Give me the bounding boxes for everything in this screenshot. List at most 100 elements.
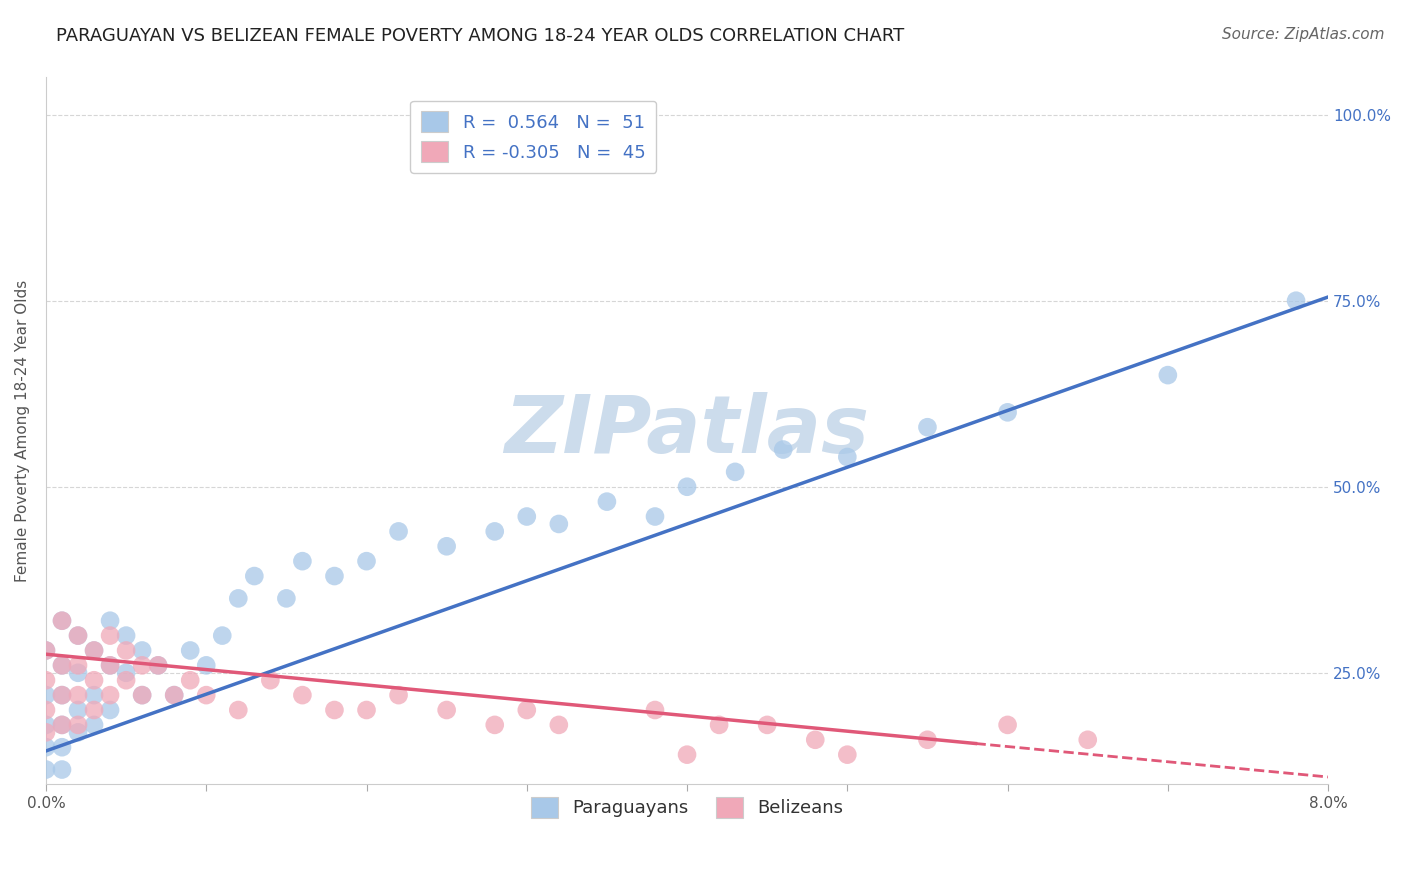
Point [436, 703, 458, 717]
Point [1285, 293, 1308, 308]
Point [51, 614, 73, 628]
Point [323, 703, 346, 717]
Point [596, 494, 619, 508]
Point [484, 718, 506, 732]
Point [131, 658, 153, 673]
Point [131, 643, 153, 657]
Point [179, 673, 201, 688]
Point [724, 465, 747, 479]
Point [644, 703, 666, 717]
Point [756, 718, 779, 732]
Text: PARAGUAYAN VS BELIZEAN FEMALE POVERTY AMONG 18-24 YEAR OLDS CORRELATION CHART: PARAGUAYAN VS BELIZEAN FEMALE POVERTY AM… [56, 27, 904, 45]
Point [51, 718, 73, 732]
Point [98, 703, 121, 717]
Point [917, 420, 939, 434]
Point [66, 629, 89, 643]
Point [51, 658, 73, 673]
Point [66, 688, 89, 702]
Point [676, 747, 699, 762]
Point [131, 688, 153, 702]
Point [83, 688, 105, 702]
Point [83, 718, 105, 732]
Point [387, 688, 409, 702]
Point [837, 747, 859, 762]
Point [98, 658, 121, 673]
Y-axis label: Female Poverty Among 18-24 Year Olds: Female Poverty Among 18-24 Year Olds [15, 280, 30, 582]
Point [83, 643, 105, 657]
Point [997, 405, 1019, 419]
Point [51, 763, 73, 777]
Point [83, 643, 105, 657]
Point [163, 688, 186, 702]
Point [772, 442, 794, 457]
Point [98, 629, 121, 643]
Point [51, 688, 73, 702]
Point [547, 516, 569, 531]
Point [516, 509, 538, 524]
Point [195, 688, 218, 702]
Point [707, 718, 730, 732]
Point [436, 539, 458, 553]
Point [323, 569, 346, 583]
Point [35, 703, 58, 717]
Point [35, 673, 58, 688]
Point [66, 703, 89, 717]
Point [1157, 368, 1180, 383]
Point [35, 718, 58, 732]
Point [115, 673, 138, 688]
Point [83, 703, 105, 717]
Point [356, 703, 378, 717]
Point [35, 643, 58, 657]
Point [115, 629, 138, 643]
Point [676, 480, 699, 494]
Point [291, 554, 314, 568]
Point [98, 688, 121, 702]
Point [179, 643, 201, 657]
Point [387, 524, 409, 539]
Point [356, 554, 378, 568]
Point [66, 658, 89, 673]
Point [115, 665, 138, 680]
Point [51, 614, 73, 628]
Text: Source: ZipAtlas.com: Source: ZipAtlas.com [1222, 27, 1385, 42]
Point [163, 688, 186, 702]
Point [917, 732, 939, 747]
Point [66, 718, 89, 732]
Point [146, 658, 169, 673]
Point [51, 688, 73, 702]
Point [115, 643, 138, 657]
Point [291, 688, 314, 702]
Point [1077, 732, 1099, 747]
Point [516, 703, 538, 717]
Point [35, 688, 58, 702]
Point [83, 673, 105, 688]
Point [66, 629, 89, 643]
Point [51, 718, 73, 732]
Point [259, 673, 281, 688]
Point [131, 688, 153, 702]
Point [66, 725, 89, 739]
Point [195, 658, 218, 673]
Point [226, 591, 249, 606]
Point [484, 524, 506, 539]
Point [35, 740, 58, 755]
Point [35, 725, 58, 739]
Point [997, 718, 1019, 732]
Point [51, 658, 73, 673]
Point [837, 450, 859, 464]
Legend: Paraguayans, Belizeans: Paraguayans, Belizeans [523, 789, 851, 825]
Point [51, 740, 73, 755]
Point [35, 763, 58, 777]
Point [226, 703, 249, 717]
Point [804, 732, 827, 747]
Point [211, 629, 233, 643]
Point [98, 658, 121, 673]
Point [276, 591, 298, 606]
Point [35, 643, 58, 657]
Text: ZIPatlas: ZIPatlas [505, 392, 869, 470]
Point [146, 658, 169, 673]
Point [243, 569, 266, 583]
Point [547, 718, 569, 732]
Point [66, 665, 89, 680]
Point [644, 509, 666, 524]
